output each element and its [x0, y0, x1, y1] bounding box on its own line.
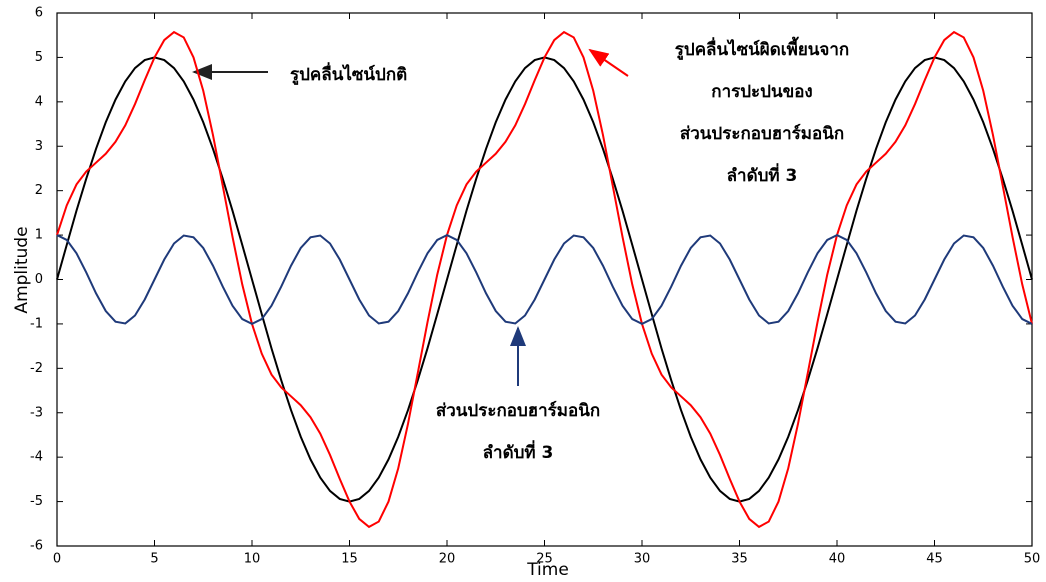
- y-tick-label: -3: [30, 405, 43, 420]
- x-tick-label: 40: [829, 552, 846, 567]
- annotation: ลำดับที่ 3: [483, 440, 554, 463]
- x-tick-label: 10: [244, 552, 261, 567]
- annotation: ส่วนประกอบฮาร์มอนิก: [436, 400, 600, 421]
- y-tick-label: -6: [30, 539, 43, 554]
- y-tick-label: 3: [35, 139, 43, 154]
- chart: Time Amplitude -6-5-4-3-2-10123456051015…: [0, 0, 1046, 582]
- y-tick-label: -2: [30, 361, 43, 376]
- y-axis-label: Amplitude: [12, 226, 32, 313]
- x-tick-label: 25: [536, 552, 553, 567]
- annotation: ส่วนประกอบฮาร์มอนิก: [680, 123, 844, 144]
- y-tick-label: 1: [35, 228, 43, 243]
- series-line: [57, 235, 1032, 324]
- y-tick-label: 4: [35, 94, 43, 109]
- arrow: [590, 50, 628, 76]
- annotation: รูปคลื่นไซน์ปกติ: [290, 62, 407, 86]
- y-tick-label: -5: [30, 494, 43, 509]
- y-tick-label: -1: [30, 316, 43, 331]
- annotation: การปะปนของ: [711, 82, 812, 102]
- x-tick-label: 50: [1024, 552, 1041, 567]
- x-tick-label: 5: [150, 552, 158, 567]
- page: Time Amplitude -6-5-4-3-2-10123456051015…: [0, 0, 1046, 582]
- x-tick-label: 20: [439, 552, 456, 567]
- x-tick-label: 35: [731, 552, 748, 567]
- x-tick-label: 15: [341, 552, 358, 567]
- y-tick-label: 0: [35, 272, 43, 287]
- annotation: รูปคลื่นไซน์ผิดเพี้ยนจาก: [675, 36, 849, 61]
- annotation: ลำดับที่ 3: [727, 163, 798, 186]
- y-tick-label: 2: [35, 183, 43, 198]
- x-tick-label: 45: [926, 552, 943, 567]
- x-tick-label: 0: [53, 552, 61, 567]
- y-tick-label: -4: [30, 450, 43, 465]
- y-tick-label: 5: [35, 50, 43, 65]
- y-tick-label: 6: [35, 6, 43, 21]
- x-tick-label: 30: [634, 552, 651, 567]
